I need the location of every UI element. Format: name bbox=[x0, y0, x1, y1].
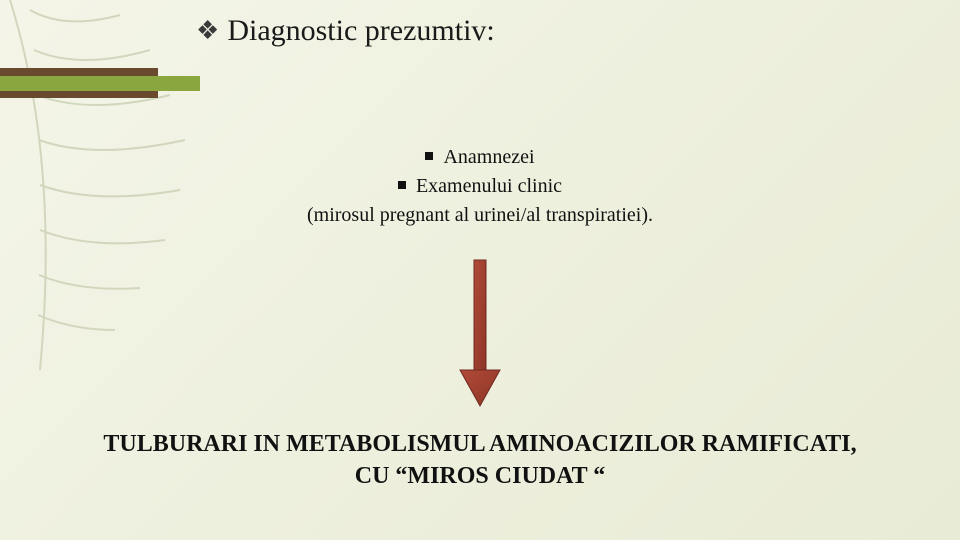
conclusion-line-1: TULBURARI IN METABOLISMUL AMINOACIZILOR … bbox=[0, 428, 960, 460]
bullet-list: Anamnezei Examenului clinic (mirosul pre… bbox=[0, 140, 960, 227]
title-text: Diagnostic prezumtiv: bbox=[227, 14, 494, 48]
list-item-label: Examenului clinic bbox=[416, 175, 562, 197]
accent-bar-green bbox=[0, 76, 200, 91]
square-bullet-icon bbox=[425, 152, 433, 160]
down-arrow bbox=[0, 258, 960, 413]
sub-text: (mirosul pregnant al urinei/al transpira… bbox=[0, 204, 960, 227]
diamond-bullet-icon: ❖ bbox=[196, 18, 219, 44]
conclusion-line-2: CU “MIROS CIUDAT “ bbox=[0, 460, 960, 492]
list-item: Examenului clinic bbox=[0, 175, 960, 198]
list-item: Anamnezei bbox=[0, 146, 960, 169]
list-item-label: Anamnezei bbox=[443, 146, 534, 168]
slide-title: ❖ Diagnostic prezumtiv: bbox=[196, 14, 495, 48]
conclusion-text: TULBURARI IN METABOLISMUL AMINOACIZILOR … bbox=[0, 428, 960, 493]
square-bullet-icon bbox=[398, 181, 406, 189]
